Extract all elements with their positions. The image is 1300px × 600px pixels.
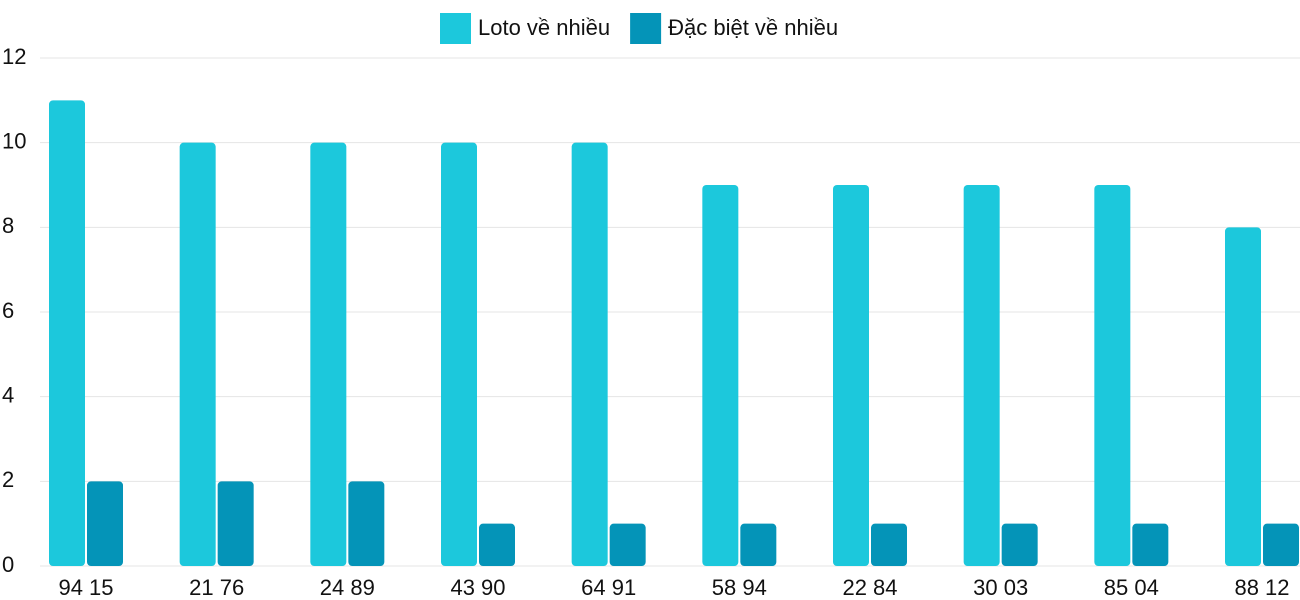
x-tick-label: 64 91 [581, 575, 636, 600]
legend-swatch [440, 13, 471, 44]
bar [702, 185, 739, 566]
bar [740, 523, 777, 566]
x-tick-label: 22 84 [842, 575, 897, 600]
bar [348, 481, 385, 566]
bar [1225, 227, 1261, 567]
y-tick-label: 12 [2, 44, 26, 69]
bar [609, 523, 646, 566]
x-tick-label: 21 76 [189, 575, 244, 600]
y-tick-label: 0 [2, 552, 14, 577]
bar [87, 481, 123, 566]
y-tick-label: 2 [2, 467, 14, 492]
y-tick-label: 4 [2, 382, 14, 407]
y-tick-label: 6 [2, 298, 14, 323]
legend-label: Loto về nhiều [478, 15, 610, 40]
y-tick-label: 10 [2, 128, 26, 153]
bar [1263, 523, 1299, 566]
bar [479, 523, 515, 566]
x-tick-label: 30 03 [973, 575, 1028, 600]
x-tick-label: 58 94 [712, 575, 767, 600]
x-tick-label: 24 89 [320, 575, 375, 600]
x-tick-label: 43 90 [450, 575, 505, 600]
x-tick-label: 94 15 [58, 575, 113, 600]
bar [1001, 523, 1038, 566]
legend-swatch [630, 13, 662, 44]
legend-label: Đặc biệt về nhiều [668, 15, 838, 40]
bar [217, 481, 254, 566]
bar [49, 100, 85, 566]
bar [833, 185, 869, 566]
bar [1094, 185, 1131, 566]
bar [871, 523, 907, 566]
x-tick-label: 85 04 [1104, 575, 1159, 600]
bar [441, 142, 477, 566]
bar [1132, 523, 1169, 566]
bar [571, 142, 608, 566]
x-tick-label: 88 12 [1234, 575, 1289, 600]
bar [310, 142, 347, 566]
bar [179, 142, 216, 566]
bar [963, 185, 1000, 566]
y-tick-label: 8 [2, 213, 14, 238]
